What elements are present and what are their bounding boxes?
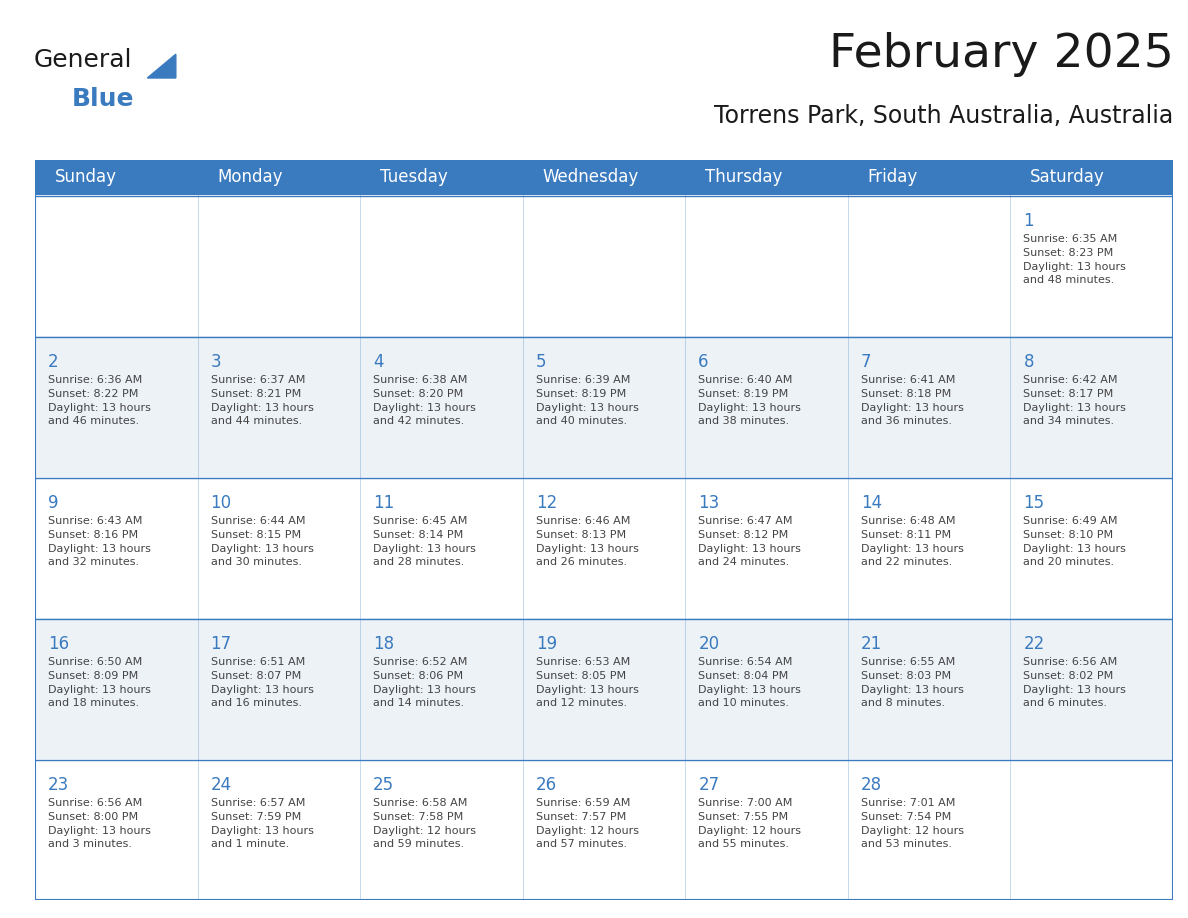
Text: Sunrise: 6:51 AM
Sunset: 8:07 PM
Daylight: 13 hours
and 16 minutes.: Sunrise: 6:51 AM Sunset: 8:07 PM Dayligh… [210,657,314,709]
Text: 1: 1 [1023,212,1034,230]
Text: 17: 17 [210,635,232,653]
Text: 27: 27 [699,776,720,794]
Text: Sunrise: 6:52 AM
Sunset: 8:06 PM
Daylight: 13 hours
and 14 minutes.: Sunrise: 6:52 AM Sunset: 8:06 PM Dayligh… [373,657,476,709]
Text: 13: 13 [699,494,720,512]
Text: Sunrise: 6:58 AM
Sunset: 7:58 PM
Daylight: 12 hours
and 59 minutes.: Sunrise: 6:58 AM Sunset: 7:58 PM Dayligh… [373,799,476,849]
Text: 14: 14 [861,494,881,512]
Text: 23: 23 [48,776,69,794]
Text: 21: 21 [861,635,883,653]
Text: Sunrise: 6:37 AM
Sunset: 8:21 PM
Daylight: 13 hours
and 44 minutes.: Sunrise: 6:37 AM Sunset: 8:21 PM Dayligh… [210,375,314,426]
Text: Sunrise: 6:55 AM
Sunset: 8:03 PM
Daylight: 13 hours
and 8 minutes.: Sunrise: 6:55 AM Sunset: 8:03 PM Dayligh… [861,657,963,709]
Text: Sunrise: 7:01 AM
Sunset: 7:54 PM
Daylight: 12 hours
and 53 minutes.: Sunrise: 7:01 AM Sunset: 7:54 PM Dayligh… [861,799,963,849]
Text: Sunrise: 6:49 AM
Sunset: 8:10 PM
Daylight: 13 hours
and 20 minutes.: Sunrise: 6:49 AM Sunset: 8:10 PM Dayligh… [1023,517,1126,567]
Text: Sunrise: 6:39 AM
Sunset: 8:19 PM
Daylight: 13 hours
and 40 minutes.: Sunrise: 6:39 AM Sunset: 8:19 PM Dayligh… [536,375,639,426]
Text: Sunrise: 6:59 AM
Sunset: 7:57 PM
Daylight: 12 hours
and 57 minutes.: Sunrise: 6:59 AM Sunset: 7:57 PM Dayligh… [536,799,639,849]
Text: 25: 25 [373,776,394,794]
Text: 2: 2 [48,353,58,371]
Text: Blue: Blue [71,87,134,111]
Text: February 2025: February 2025 [829,32,1174,77]
Text: Monday: Monday [217,169,283,186]
Text: Sunrise: 6:50 AM
Sunset: 8:09 PM
Daylight: 13 hours
and 18 minutes.: Sunrise: 6:50 AM Sunset: 8:09 PM Dayligh… [48,657,151,709]
Text: Sunrise: 6:40 AM
Sunset: 8:19 PM
Daylight: 13 hours
and 38 minutes.: Sunrise: 6:40 AM Sunset: 8:19 PM Dayligh… [699,375,801,426]
Text: 12: 12 [536,494,557,512]
Text: Sunrise: 6:53 AM
Sunset: 8:05 PM
Daylight: 13 hours
and 12 minutes.: Sunrise: 6:53 AM Sunset: 8:05 PM Dayligh… [536,657,639,709]
Text: Sunrise: 6:45 AM
Sunset: 8:14 PM
Daylight: 13 hours
and 28 minutes.: Sunrise: 6:45 AM Sunset: 8:14 PM Dayligh… [373,517,476,567]
Polygon shape [147,54,176,78]
Text: Sunrise: 6:56 AM
Sunset: 8:00 PM
Daylight: 13 hours
and 3 minutes.: Sunrise: 6:56 AM Sunset: 8:00 PM Dayligh… [48,799,151,849]
Text: 8: 8 [1023,353,1034,371]
Text: 18: 18 [373,635,394,653]
Text: 19: 19 [536,635,557,653]
Text: Sunrise: 6:36 AM
Sunset: 8:22 PM
Daylight: 13 hours
and 46 minutes.: Sunrise: 6:36 AM Sunset: 8:22 PM Dayligh… [48,375,151,426]
Text: 20: 20 [699,635,720,653]
Text: Wednesday: Wednesday [542,169,638,186]
Text: General: General [33,48,132,72]
Text: Sunrise: 7:00 AM
Sunset: 7:55 PM
Daylight: 12 hours
and 55 minutes.: Sunrise: 7:00 AM Sunset: 7:55 PM Dayligh… [699,799,801,849]
Text: 6: 6 [699,353,709,371]
Text: 3: 3 [210,353,221,371]
Text: Sunrise: 6:35 AM
Sunset: 8:23 PM
Daylight: 13 hours
and 48 minutes.: Sunrise: 6:35 AM Sunset: 8:23 PM Dayligh… [1023,234,1126,285]
Text: Friday: Friday [867,169,917,186]
Text: 28: 28 [861,776,881,794]
Text: Thursday: Thursday [704,169,782,186]
Text: 4: 4 [373,353,384,371]
Text: 7: 7 [861,353,871,371]
Text: Tuesday: Tuesday [380,169,448,186]
Text: 24: 24 [210,776,232,794]
Text: Sunrise: 6:42 AM
Sunset: 8:17 PM
Daylight: 13 hours
and 34 minutes.: Sunrise: 6:42 AM Sunset: 8:17 PM Dayligh… [1023,375,1126,426]
Text: Sunrise: 6:48 AM
Sunset: 8:11 PM
Daylight: 13 hours
and 22 minutes.: Sunrise: 6:48 AM Sunset: 8:11 PM Dayligh… [861,517,963,567]
Text: 26: 26 [536,776,557,794]
Text: Sunrise: 6:43 AM
Sunset: 8:16 PM
Daylight: 13 hours
and 32 minutes.: Sunrise: 6:43 AM Sunset: 8:16 PM Dayligh… [48,517,151,567]
Text: Sunday: Sunday [55,169,116,186]
Text: Sunrise: 6:41 AM
Sunset: 8:18 PM
Daylight: 13 hours
and 36 minutes.: Sunrise: 6:41 AM Sunset: 8:18 PM Dayligh… [861,375,963,426]
Text: 10: 10 [210,494,232,512]
Text: Saturday: Saturday [1030,169,1105,186]
Text: Sunrise: 6:44 AM
Sunset: 8:15 PM
Daylight: 13 hours
and 30 minutes.: Sunrise: 6:44 AM Sunset: 8:15 PM Dayligh… [210,517,314,567]
Text: Sunrise: 6:54 AM
Sunset: 8:04 PM
Daylight: 13 hours
and 10 minutes.: Sunrise: 6:54 AM Sunset: 8:04 PM Dayligh… [699,657,801,709]
Text: Sunrise: 6:46 AM
Sunset: 8:13 PM
Daylight: 13 hours
and 26 minutes.: Sunrise: 6:46 AM Sunset: 8:13 PM Dayligh… [536,517,639,567]
Text: 5: 5 [536,353,546,371]
Text: 11: 11 [373,494,394,512]
Text: 9: 9 [48,494,58,512]
Text: Sunrise: 6:38 AM
Sunset: 8:20 PM
Daylight: 13 hours
and 42 minutes.: Sunrise: 6:38 AM Sunset: 8:20 PM Dayligh… [373,375,476,426]
Text: Sunrise: 6:56 AM
Sunset: 8:02 PM
Daylight: 13 hours
and 6 minutes.: Sunrise: 6:56 AM Sunset: 8:02 PM Dayligh… [1023,657,1126,709]
Text: 16: 16 [48,635,69,653]
Text: Sunrise: 6:47 AM
Sunset: 8:12 PM
Daylight: 13 hours
and 24 minutes.: Sunrise: 6:47 AM Sunset: 8:12 PM Dayligh… [699,517,801,567]
Text: 15: 15 [1023,494,1044,512]
Text: 22: 22 [1023,635,1044,653]
Text: Sunrise: 6:57 AM
Sunset: 7:59 PM
Daylight: 13 hours
and 1 minute.: Sunrise: 6:57 AM Sunset: 7:59 PM Dayligh… [210,799,314,849]
Text: Torrens Park, South Australia, Australia: Torrens Park, South Australia, Australia [714,104,1174,128]
